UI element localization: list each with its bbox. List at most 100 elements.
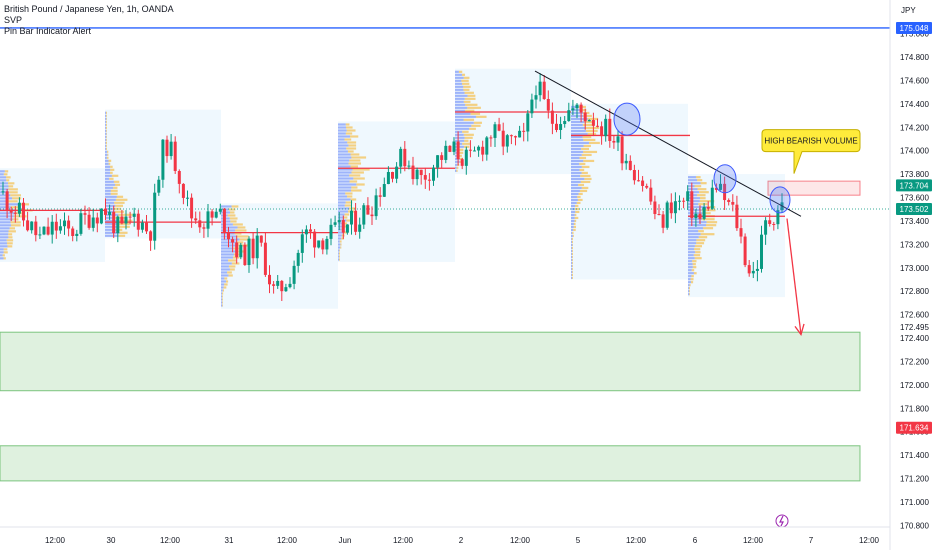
profile-bar-sell <box>467 106 481 109</box>
profile-bar-buy <box>0 179 7 182</box>
profile-bar-buy <box>0 245 8 248</box>
profile-bar-sell <box>228 208 236 211</box>
highlight-circle-2[interactable] <box>713 164 737 194</box>
candle-up <box>317 240 321 248</box>
profile-bar-buy <box>571 144 584 148</box>
profile-bar-sell <box>581 186 589 190</box>
candle-up <box>665 202 669 228</box>
profile-bar-sell <box>572 255 573 259</box>
profile-bar-buy <box>688 272 694 275</box>
profile-bar-buy <box>105 189 111 192</box>
candle-down <box>112 211 116 234</box>
profile-bar-sell <box>588 141 600 145</box>
y-tick-label: 174.400 <box>900 100 929 109</box>
demand-zone-2[interactable] <box>0 445 861 482</box>
profile-bar-sell <box>699 197 706 200</box>
profile-bar-sell <box>585 129 598 133</box>
candle-down <box>555 123 558 130</box>
profile-bar-buy <box>0 173 4 176</box>
candle-down <box>427 179 431 181</box>
candle-down <box>637 180 640 182</box>
candle-down <box>735 204 739 229</box>
profile-bar-buy <box>0 224 12 227</box>
candle-down <box>727 200 731 202</box>
x-tick-label: 12:00 <box>859 536 880 545</box>
candle-up <box>292 265 296 284</box>
lightning-icon-bolt <box>779 515 784 527</box>
indicator-pin-bar[interactable]: Pin Bar Indicator Alert <box>4 26 92 36</box>
profile-bar-sell <box>342 222 348 225</box>
profile-bar-buy <box>338 228 342 231</box>
profile-bar-buy <box>338 162 349 165</box>
profile-bar-sell <box>8 188 18 191</box>
candle-up <box>526 113 530 132</box>
candle-down <box>46 226 50 235</box>
profile-bar-buy <box>455 100 464 103</box>
profile-bar-buy <box>0 170 5 173</box>
profile-bar-sell <box>579 108 587 112</box>
profile-bar-buy <box>0 248 4 251</box>
profile-bar-buy <box>455 73 462 76</box>
highlight-circle-1[interactable] <box>613 102 641 136</box>
profile-bar-buy <box>455 121 474 124</box>
y-tick-label: 172.000 <box>900 381 929 390</box>
y-tick-label: 171.800 <box>900 404 929 413</box>
profile-bar-buy <box>338 189 352 192</box>
candle-down <box>583 112 587 122</box>
profile-bar-buy <box>571 168 580 172</box>
candle-down <box>13 212 17 214</box>
profile-bar-buy <box>455 91 465 94</box>
profile-bar-sell <box>696 239 706 242</box>
profile-bar-buy <box>338 198 351 201</box>
profile-bar-sell <box>228 259 237 262</box>
profile-bar-sell <box>572 258 573 262</box>
profile-bar-buy <box>105 195 117 198</box>
profile-bar-buy <box>338 210 349 213</box>
profile-bar-sell <box>106 135 107 138</box>
profile-bar-buy <box>571 117 588 121</box>
candle-down <box>149 231 153 241</box>
profile-bar-sell <box>350 198 357 201</box>
candle-down <box>747 265 751 274</box>
candle-up <box>686 191 690 201</box>
profile-bar-sell <box>223 286 227 289</box>
candle-up <box>38 234 42 236</box>
profile-bar-sell <box>461 82 470 85</box>
profile-bar-buy <box>571 189 580 193</box>
profile-bar-sell <box>572 261 573 265</box>
profile-bar-buy <box>571 270 573 274</box>
profile-bar-buy <box>0 230 9 233</box>
profile-bar-buy <box>688 275 692 278</box>
profile-bar-buy <box>338 177 354 180</box>
x-tick-label: 12:00 <box>510 536 531 545</box>
profile-bar-sell <box>580 174 591 178</box>
profile-bar-buy <box>338 234 342 237</box>
indicator-svp[interactable]: SVP <box>4 15 23 25</box>
profile-bar-sell <box>340 243 342 246</box>
profile-bar-buy <box>221 277 225 280</box>
annotation-bubble[interactable] <box>761 129 861 174</box>
profile-bar-sell <box>232 256 240 259</box>
profile-bar-sell <box>229 217 238 220</box>
profile-bar-sell <box>464 136 473 139</box>
profile-bar-sell <box>697 179 703 182</box>
x-tick-label: 12:00 <box>277 536 298 545</box>
profile-bar-buy <box>0 203 21 206</box>
resistance-zone[interactable] <box>767 180 861 196</box>
demand-zone-1[interactable] <box>0 331 861 392</box>
candle-up <box>169 141 173 157</box>
trend-line[interactable] <box>534 70 802 217</box>
profile-bar-buy <box>571 219 575 223</box>
profile-bar-buy <box>571 267 573 271</box>
profile-bar-sell <box>343 216 348 219</box>
profile-bar-sell <box>111 174 119 177</box>
profile-bar-buy <box>571 198 578 202</box>
highlight-circle-3[interactable] <box>769 186 791 214</box>
profile-bar-buy <box>688 188 698 191</box>
profile-bar-buy <box>105 180 114 183</box>
profile-bar-sell <box>344 204 352 207</box>
candle-down <box>366 205 370 215</box>
candle-up <box>382 184 386 197</box>
candle-up <box>386 172 390 185</box>
